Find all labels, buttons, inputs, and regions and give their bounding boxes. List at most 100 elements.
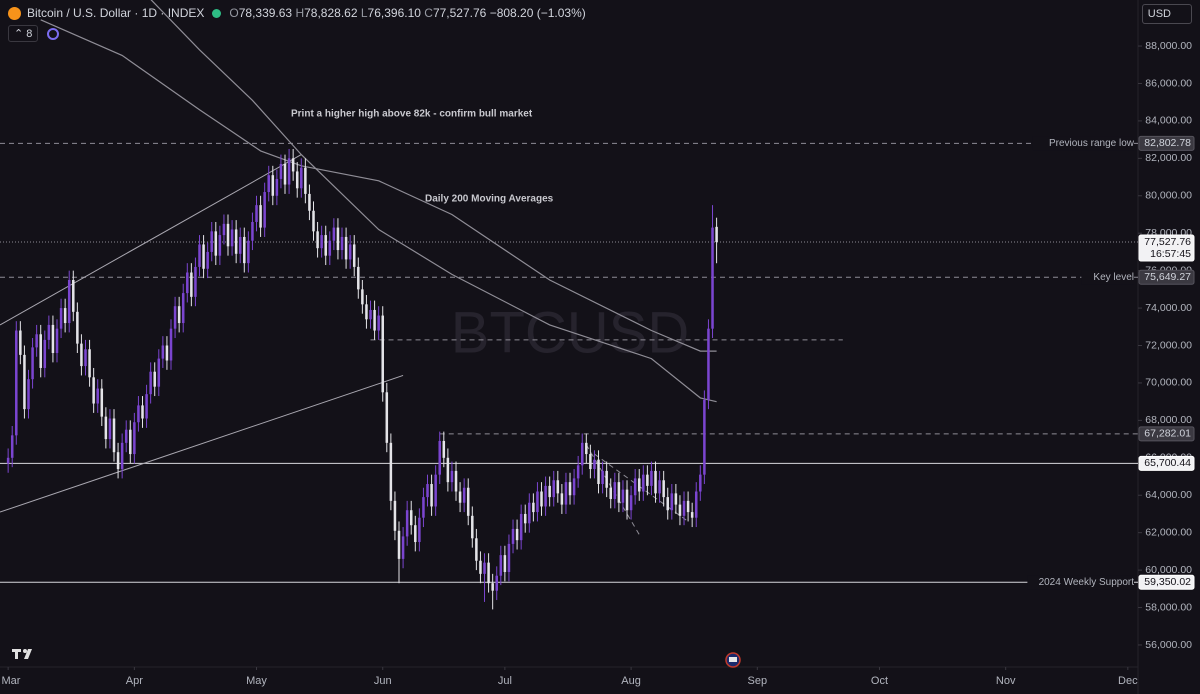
candle-body xyxy=(153,371,156,387)
candle-body xyxy=(422,497,425,518)
candle-body xyxy=(214,231,218,256)
candle-body xyxy=(662,480,665,498)
candle-body xyxy=(336,227,340,251)
candle-body xyxy=(320,235,323,249)
candle-body xyxy=(80,343,83,367)
indicators-toggle[interactable]: ⌃ 8 xyxy=(8,25,39,42)
candle-body xyxy=(560,493,564,505)
candle-body xyxy=(35,334,38,348)
annotation: Daily 200 Moving Averages xyxy=(425,194,554,205)
candle-body xyxy=(479,560,482,574)
candle-body xyxy=(650,470,653,486)
candle-body xyxy=(409,510,413,526)
candle-body xyxy=(621,489,625,503)
y-tick-label: 68,000.00 xyxy=(1145,414,1192,426)
candle-body xyxy=(426,484,429,498)
status-dot xyxy=(212,8,222,18)
candle-body xyxy=(503,555,507,572)
x-tick-label: Apr xyxy=(126,675,143,687)
candle-body xyxy=(291,158,295,172)
candle-body xyxy=(666,497,669,511)
candle-body xyxy=(401,536,405,559)
currency-button[interactable]: USD xyxy=(1141,4,1192,24)
candle-body xyxy=(601,470,604,485)
trendline xyxy=(0,154,302,326)
candle-body xyxy=(181,293,185,324)
candle-body xyxy=(88,349,91,378)
y-tick-label: 72,000.00 xyxy=(1145,339,1192,351)
y-tick-label: 88,000.00 xyxy=(1145,40,1192,52)
candle-body xyxy=(59,308,63,329)
candle-body xyxy=(361,289,364,305)
candle-body xyxy=(149,371,152,395)
candle-body xyxy=(194,266,197,297)
candle-body xyxy=(312,210,315,232)
settings-icon[interactable] xyxy=(46,27,60,41)
candle-body xyxy=(332,227,336,241)
candle-body xyxy=(23,354,26,410)
candle-body xyxy=(27,379,30,410)
moving-average xyxy=(150,0,717,403)
price-label-box xyxy=(1138,574,1195,590)
candle-body xyxy=(678,504,682,516)
candle-body xyxy=(340,236,344,251)
candle-body xyxy=(686,500,690,513)
candle-body xyxy=(251,221,254,241)
price-label-box xyxy=(1138,234,1195,262)
candle-body xyxy=(316,231,319,249)
price-label-box xyxy=(1138,455,1195,471)
candle-body xyxy=(446,457,450,483)
legend: Bitcoin / U.S. Dollar · 1D · INDEX O78,3… xyxy=(8,6,586,20)
price-label: 82,802.78 xyxy=(1144,137,1191,149)
level-note-bg xyxy=(1032,136,1134,151)
candle-body xyxy=(15,330,18,436)
level-note: Previous range low xyxy=(1049,138,1135,149)
price-label: 65,700.44 xyxy=(1144,457,1191,469)
y-tick-label: 70,000.00 xyxy=(1145,377,1192,389)
candle-body xyxy=(471,515,474,539)
tv-logo xyxy=(12,649,32,659)
candle-body xyxy=(287,158,291,185)
candle-body xyxy=(348,244,352,260)
candle-body xyxy=(629,495,633,511)
candle-body xyxy=(475,538,478,561)
candle-body xyxy=(238,236,242,254)
candle-body xyxy=(133,422,136,455)
x-tick-label: Oct xyxy=(871,675,888,687)
level-note: Key level xyxy=(1093,272,1134,283)
candle-body xyxy=(483,562,486,574)
indicator-count: 8 xyxy=(26,28,33,40)
ohlc-value: 78,339.63 xyxy=(238,6,293,20)
candle-body xyxy=(141,405,144,419)
event-flag[interactable] xyxy=(725,652,741,668)
candle-body xyxy=(564,482,568,505)
candle-body xyxy=(637,478,641,492)
candle-body xyxy=(190,272,193,297)
candle-body xyxy=(568,482,572,496)
candle-body xyxy=(507,543,511,572)
candle-body xyxy=(377,315,380,331)
candle-body xyxy=(499,555,503,576)
candle-body xyxy=(442,440,446,458)
candle-body xyxy=(438,440,441,475)
symbol[interactable]: Bitcoin / U.S. Dollar · 1D · INDEX xyxy=(27,6,205,20)
x-tick-label: Aug xyxy=(621,675,641,687)
candle-body xyxy=(389,442,393,501)
candle-body xyxy=(124,429,128,443)
candle-body xyxy=(300,167,303,189)
candle-body xyxy=(157,358,161,387)
ohlc-value: 78,828.62 xyxy=(304,6,358,20)
candle-body xyxy=(654,470,657,494)
candle-body xyxy=(84,349,87,367)
candle-body xyxy=(674,493,678,505)
y-tick-label: 82,000.00 xyxy=(1145,152,1192,164)
candle-body xyxy=(544,485,547,507)
ohlc-key: O xyxy=(229,6,239,20)
candle-body xyxy=(104,416,108,440)
candle-body xyxy=(511,528,515,544)
candle-body xyxy=(670,493,674,511)
level-note-bg xyxy=(1027,575,1134,590)
candle-body xyxy=(6,457,10,464)
candle-body xyxy=(247,240,250,264)
candle-body xyxy=(682,500,686,516)
